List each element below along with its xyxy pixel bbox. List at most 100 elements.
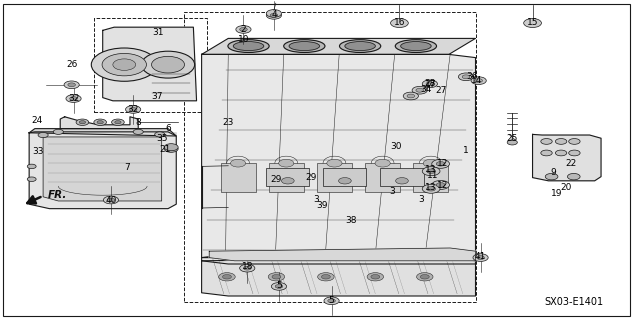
Text: 34: 34 [420, 85, 432, 94]
Circle shape [569, 150, 580, 156]
Text: 23: 23 [223, 118, 234, 127]
Text: 40: 40 [105, 196, 117, 204]
Text: FR.: FR. [48, 190, 67, 200]
Circle shape [266, 10, 281, 17]
Ellipse shape [283, 40, 325, 52]
Circle shape [155, 132, 165, 137]
Text: 27: 27 [435, 86, 446, 95]
Circle shape [152, 56, 184, 73]
Text: 17: 17 [425, 80, 437, 89]
Polygon shape [533, 134, 601, 181]
Circle shape [240, 28, 247, 31]
Text: 35: 35 [157, 134, 168, 143]
Bar [266, 168, 309, 186]
Circle shape [477, 256, 484, 260]
Bar [317, 163, 352, 192]
Polygon shape [202, 258, 476, 296]
Text: 25: 25 [507, 134, 518, 143]
Circle shape [524, 19, 541, 28]
Circle shape [141, 51, 195, 78]
Circle shape [420, 275, 429, 279]
Ellipse shape [233, 42, 264, 51]
Text: 3: 3 [418, 195, 425, 204]
Text: 16: 16 [394, 18, 405, 27]
Text: 18: 18 [242, 262, 253, 271]
Text: 37: 37 [152, 92, 163, 101]
Text: 12: 12 [437, 181, 448, 190]
Circle shape [396, 178, 408, 184]
Circle shape [271, 283, 287, 290]
Text: 28: 28 [424, 79, 436, 88]
Circle shape [91, 48, 157, 81]
Text: 38: 38 [345, 216, 356, 225]
Circle shape [367, 273, 384, 281]
Text: 19: 19 [551, 189, 562, 198]
Circle shape [371, 275, 380, 279]
Text: 7: 7 [124, 163, 130, 172]
Text: 33: 33 [32, 147, 44, 156]
Ellipse shape [396, 40, 436, 52]
Bar [184, 12, 476, 302]
Text: 8: 8 [135, 118, 141, 127]
Circle shape [436, 162, 445, 166]
Text: 30: 30 [391, 142, 402, 151]
Circle shape [102, 53, 146, 76]
Circle shape [417, 273, 433, 281]
Circle shape [339, 178, 351, 184]
Polygon shape [103, 27, 197, 101]
Polygon shape [60, 117, 138, 129]
Circle shape [391, 19, 408, 28]
Text: 6: 6 [165, 124, 172, 133]
Circle shape [427, 169, 436, 173]
Text: 36: 36 [467, 72, 478, 81]
Text: 3: 3 [389, 188, 395, 196]
Circle shape [97, 121, 103, 124]
Circle shape [115, 121, 121, 124]
Bar [269, 163, 304, 192]
Text: 5: 5 [276, 281, 282, 290]
Circle shape [64, 81, 79, 89]
Ellipse shape [289, 42, 320, 51]
Circle shape [412, 86, 427, 94]
Bar [380, 168, 424, 186]
Circle shape [426, 82, 434, 86]
Circle shape [53, 129, 63, 134]
Circle shape [126, 106, 141, 113]
Circle shape [422, 80, 437, 88]
Circle shape [403, 92, 418, 100]
Polygon shape [202, 254, 476, 258]
Circle shape [66, 95, 81, 102]
Circle shape [427, 187, 436, 191]
Text: 13: 13 [425, 165, 437, 174]
Text: SX03-E1401: SX03-E1401 [544, 297, 603, 308]
Circle shape [423, 159, 438, 167]
Polygon shape [202, 54, 476, 264]
Circle shape [164, 144, 178, 151]
Circle shape [327, 159, 342, 167]
Circle shape [103, 196, 119, 204]
Circle shape [113, 59, 136, 70]
Circle shape [164, 145, 178, 152]
Circle shape [275, 284, 283, 288]
Circle shape [407, 94, 415, 98]
Circle shape [133, 129, 143, 134]
Circle shape [38, 132, 48, 138]
Circle shape [422, 167, 440, 176]
Ellipse shape [228, 40, 269, 52]
Text: 9: 9 [550, 168, 556, 177]
Text: 1: 1 [463, 146, 469, 155]
Circle shape [112, 119, 124, 125]
Polygon shape [202, 38, 476, 54]
Circle shape [555, 150, 567, 156]
Circle shape [272, 275, 281, 279]
Circle shape [422, 184, 440, 193]
Circle shape [432, 180, 450, 189]
Text: 32: 32 [127, 105, 139, 114]
Circle shape [27, 164, 36, 169]
Text: 24: 24 [31, 116, 42, 124]
Bar [413, 163, 448, 192]
Circle shape [68, 83, 75, 87]
Circle shape [541, 150, 552, 156]
Circle shape [79, 121, 86, 124]
Circle shape [569, 139, 580, 144]
